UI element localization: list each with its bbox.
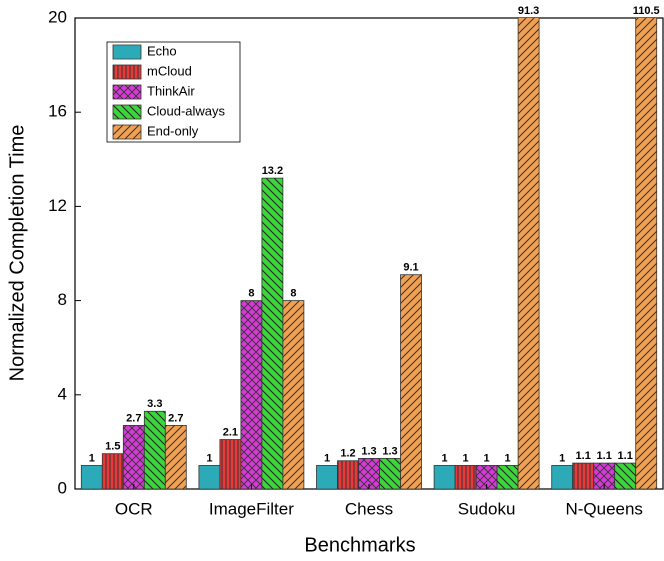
value-label: 1.1 (618, 450, 633, 462)
value-label: 1.1 (597, 450, 612, 462)
legend-label: Echo (147, 43, 177, 58)
bar (198, 465, 221, 489)
y-tick-label: 8 (58, 290, 67, 309)
x-tick-label: OCR (115, 499, 153, 518)
y-tick-label: 12 (48, 196, 67, 215)
legend-swatch (112, 64, 142, 80)
bar (433, 465, 456, 489)
x-tick-label: ImageFilter (209, 499, 294, 518)
bar (337, 460, 359, 489)
bar (379, 457, 401, 489)
bar (517, 18, 540, 489)
bar (282, 300, 305, 489)
bar (316, 465, 338, 489)
bar (551, 465, 574, 489)
bar (635, 18, 658, 489)
x-tick-label: Chess (345, 499, 393, 518)
value-label: 1.1 (576, 450, 591, 462)
value-label: 2.7 (126, 412, 141, 424)
value-label: 1.2 (340, 448, 355, 460)
bar (122, 425, 145, 489)
value-label: 1 (505, 452, 511, 464)
y-tick-label: 16 (48, 102, 67, 121)
value-label: 2.7 (168, 412, 183, 424)
bar (101, 453, 124, 489)
bar (80, 465, 103, 489)
legend-label: mCloud (147, 63, 192, 78)
bars (80, 18, 658, 489)
y-axis-label: Normalized Completion Time (6, 125, 28, 382)
x-tick-label: Sudoku (458, 499, 516, 518)
legend-swatch (112, 84, 142, 100)
bar (219, 439, 242, 489)
value-label: 13.2 (262, 165, 283, 177)
value-label: 1.5 (105, 441, 120, 453)
value-label: 2.1 (223, 426, 238, 438)
bar (164, 425, 187, 489)
legend-label: ThinkAir (147, 83, 195, 98)
bar (614, 462, 637, 489)
bar (400, 274, 422, 489)
legend-swatch (112, 124, 142, 140)
y-tick-label: 20 (48, 7, 67, 26)
value-label: 3.3 (147, 398, 162, 410)
value-label: 1 (559, 452, 565, 464)
value-label: 1 (206, 452, 212, 464)
value-label: 1.3 (361, 445, 376, 457)
value-label: 8 (290, 288, 296, 300)
x-tick-label: N-Queens (565, 499, 642, 518)
bar (454, 465, 477, 489)
bar (496, 465, 519, 489)
legend-swatch (112, 44, 142, 60)
value-label: 1 (324, 452, 330, 464)
value-label: 110.5 (633, 5, 660, 17)
y-tick-label: 4 (58, 384, 67, 403)
value-label: 1 (484, 452, 490, 464)
bar (572, 462, 595, 489)
value-label: 1 (442, 452, 448, 464)
y-tick-label: 0 (58, 478, 67, 497)
value-label: 91.3 (518, 5, 539, 17)
value-label: 1.3 (382, 445, 397, 457)
bar (240, 300, 263, 489)
legend-label: Cloud-always (147, 103, 226, 118)
x-axis-label: Benchmarks (304, 534, 415, 556)
value-label: 1 (89, 452, 95, 464)
value-label: 8 (248, 288, 254, 300)
bar (143, 410, 166, 489)
legend-label: End-only (147, 123, 199, 138)
value-label: 9.1 (403, 262, 418, 274)
legend-swatch (112, 104, 142, 120)
value-label: 1 (463, 452, 469, 464)
bar (261, 177, 284, 489)
